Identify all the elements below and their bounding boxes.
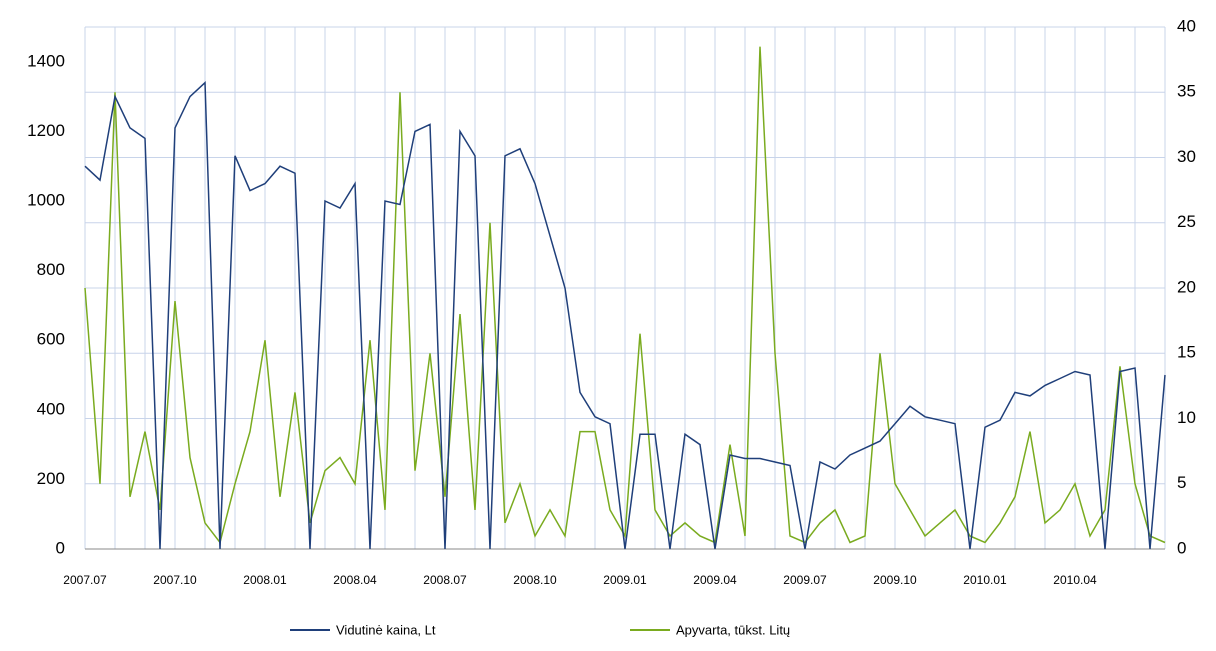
y2-tick-label: 40 bbox=[1177, 16, 1196, 35]
x-tick-label: 2010.01 bbox=[963, 573, 1007, 587]
y-tick-label: 800 bbox=[37, 260, 65, 279]
y2-tick-label: 35 bbox=[1177, 82, 1196, 101]
x-tick-label: 2009.01 bbox=[603, 573, 647, 587]
series-line bbox=[84, 81, 1166, 550]
y2-tick-label: 10 bbox=[1177, 408, 1196, 427]
y2-tick-label: 30 bbox=[1177, 147, 1196, 166]
y-tick-label: 200 bbox=[37, 469, 65, 488]
x-tick-label: 2009.04 bbox=[693, 573, 737, 587]
x-tick-label: 2009.10 bbox=[873, 573, 917, 587]
x-tick-label: 2008.07 bbox=[423, 573, 467, 587]
x-tick-label: 2008.04 bbox=[333, 573, 377, 587]
y2-tick-label: 0 bbox=[1177, 538, 1186, 557]
y-tick-label: 600 bbox=[37, 330, 65, 349]
x-tick-label: 2010.04 bbox=[1053, 573, 1097, 587]
y-tick-label: 400 bbox=[37, 399, 65, 418]
y-tick-label: 1200 bbox=[27, 121, 65, 140]
x-tick-label: 2008.10 bbox=[513, 573, 557, 587]
y-tick-label: 0 bbox=[56, 538, 65, 557]
legend-label: Apyvarta, tūkst. Litų bbox=[676, 622, 790, 637]
legend-label: Vidutinė kaina, Lt bbox=[336, 622, 436, 637]
x-tick-label: 2007.07 bbox=[63, 573, 107, 587]
y-tick-label: 1400 bbox=[27, 51, 65, 70]
series-line bbox=[84, 46, 1166, 545]
y2-tick-label: 20 bbox=[1177, 277, 1196, 296]
y-tick-label: 1000 bbox=[27, 190, 65, 209]
x-tick-label: 2008.01 bbox=[243, 573, 287, 587]
y2-tick-label: 25 bbox=[1177, 212, 1196, 231]
x-tick-label: 2007.10 bbox=[153, 573, 197, 587]
y2-tick-label: 15 bbox=[1177, 343, 1196, 362]
y2-tick-label: 5 bbox=[1177, 473, 1186, 492]
x-tick-label: 2009.07 bbox=[783, 573, 827, 587]
